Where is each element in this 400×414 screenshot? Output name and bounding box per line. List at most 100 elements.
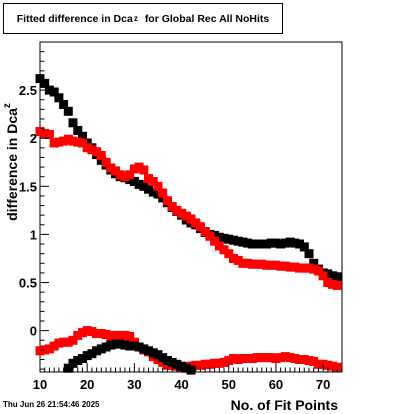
point-series-2 [87, 327, 97, 337]
point-series-0 [54, 93, 64, 103]
point-series-1 [44, 129, 54, 139]
point-series-2 [257, 353, 267, 363]
x-tick-label: 60 [269, 377, 283, 392]
point-series-2 [120, 330, 130, 340]
point-series-1 [252, 259, 262, 269]
point-series-1 [167, 202, 177, 211]
y-axis-title-sub: z [2, 103, 13, 108]
plot-frame [39, 41, 343, 373]
point-series-1 [92, 147, 102, 157]
y-tick-label: 0.5 [19, 276, 37, 291]
data-marks [35, 74, 342, 375]
point-series-0 [153, 189, 163, 199]
y-tick-label: 0 [30, 324, 37, 339]
point-series-0 [35, 74, 45, 84]
point-series-2 [243, 354, 253, 363]
point-series-2 [191, 360, 201, 370]
point-series-2 [40, 345, 50, 355]
point-series-3 [134, 342, 144, 352]
point-series-1 [73, 137, 83, 147]
point-series-2 [153, 355, 163, 364]
point-series-1 [148, 177, 158, 186]
point-series-1 [195, 222, 205, 232]
point-series-1 [162, 196, 172, 206]
point-series-2 [158, 357, 168, 367]
y-tick-label: 2.5 [19, 83, 37, 98]
point-series-0 [158, 193, 168, 203]
point-series-3 [153, 350, 163, 360]
point-series-0 [96, 155, 106, 165]
point-series-0 [73, 126, 83, 135]
point-series-1 [120, 172, 130, 182]
point-series-0 [224, 234, 234, 244]
point-series-0 [332, 272, 342, 282]
title-suffix: for Global Rec All NoHits [144, 12, 270, 25]
point-series-0 [247, 239, 257, 249]
point-series-1 [96, 151, 106, 160]
point-series-3 [158, 353, 168, 363]
point-series-0 [219, 233, 229, 243]
title-subscript: z [133, 14, 138, 23]
point-series-2 [35, 346, 45, 356]
point-series-0 [309, 258, 319, 268]
x-tick-label: 10 [33, 377, 47, 392]
point-series-1 [299, 263, 309, 273]
point-series-3 [115, 339, 125, 349]
point-series-1 [59, 136, 69, 146]
point-series-0 [49, 87, 59, 97]
point-series-1 [49, 138, 59, 148]
point-series-2 [200, 359, 210, 369]
point-series-1 [224, 249, 234, 259]
point-series-1 [290, 262, 300, 272]
point-series-1 [238, 258, 248, 268]
point-series-3 [78, 354, 87, 363]
y-axis-title-main: difference in Dca [4, 108, 20, 221]
point-series-1 [205, 231, 215, 241]
point-series-2 [295, 355, 304, 364]
point-series-2 [262, 353, 271, 363]
point-series-1 [144, 174, 153, 184]
point-series-3 [162, 356, 172, 365]
point-series-2 [323, 360, 333, 370]
point-series-1 [309, 264, 319, 274]
point-series-1 [214, 241, 224, 251]
point-series-3 [92, 346, 102, 356]
point-series-1 [323, 278, 333, 287]
point-series-2 [285, 353, 295, 363]
point-series-1 [304, 263, 314, 273]
point-series-1 [262, 260, 271, 270]
title-prefix: Fitted difference in Dca [16, 12, 133, 25]
point-series-3 [144, 346, 153, 356]
point-series-0 [257, 239, 267, 249]
point-series-0 [139, 181, 149, 191]
y-tick-label: 1.5 [19, 179, 37, 194]
point-series-1 [111, 166, 120, 176]
point-series-2 [238, 354, 248, 363]
point-series-2 [92, 329, 102, 338]
x-tick-label: 30 [127, 377, 141, 392]
point-series-2 [68, 335, 78, 345]
point-series-2 [276, 353, 286, 363]
point-series-2 [49, 341, 59, 351]
point-series-1 [158, 188, 168, 198]
point-series-0 [229, 235, 238, 245]
x-tick-label: 70 [316, 377, 330, 392]
point-series-1 [243, 258, 253, 268]
point-series-0 [304, 249, 314, 259]
point-series-3 [82, 351, 92, 361]
point-series-0 [63, 106, 73, 116]
point-series-1 [328, 279, 338, 289]
point-series-1 [63, 134, 73, 144]
y-tick-label: 2 [30, 131, 37, 146]
point-series-2 [63, 337, 73, 347]
point-series-0 [238, 237, 248, 247]
point-series-3 [125, 341, 135, 351]
y-tick-label: 1 [30, 227, 37, 242]
point-series-0 [299, 242, 309, 252]
point-series-1 [129, 164, 139, 174]
point-series-0 [144, 184, 153, 194]
point-series-1 [181, 211, 191, 221]
point-series-1 [200, 227, 210, 236]
point-series-2 [247, 354, 257, 363]
